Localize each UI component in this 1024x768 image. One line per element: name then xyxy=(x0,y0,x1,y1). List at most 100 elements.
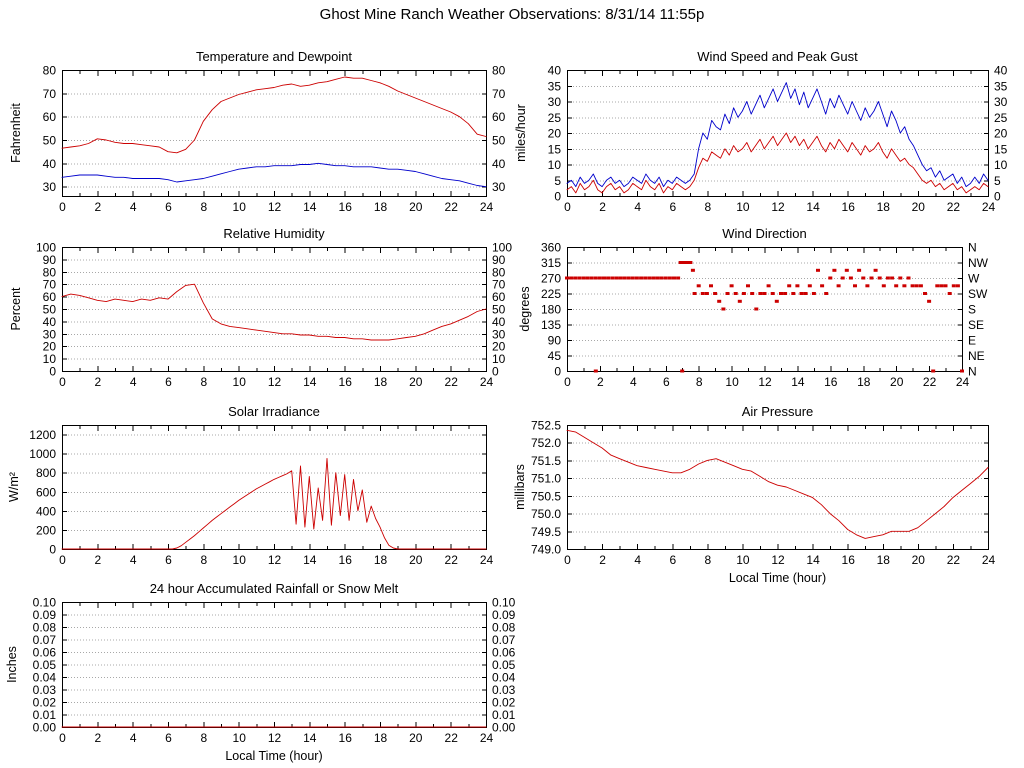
y-tick-label: 80 xyxy=(43,64,57,78)
x-tick-label: 16 xyxy=(339,200,353,214)
x-tick-label: 22 xyxy=(445,200,459,214)
y-tick-label: 0 xyxy=(49,365,56,379)
y-tick-label: 0.09 xyxy=(33,608,57,622)
x-tick-label: 0 xyxy=(59,553,66,567)
x-tick-label: 10 xyxy=(736,553,750,567)
series-air-pressure xyxy=(566,429,989,539)
y-tick-label-right: 50 xyxy=(492,134,506,148)
x-tick-label: 18 xyxy=(374,553,388,567)
y-axis-label: millibars xyxy=(513,464,527,510)
x-tick-label: 2 xyxy=(94,375,101,389)
x-tick-label: 12 xyxy=(268,553,282,567)
x-tick-label: 20 xyxy=(409,200,423,214)
x-tick-label: 4 xyxy=(630,375,637,389)
y-tick-label-right: 40 xyxy=(994,64,1008,78)
x-tick-label: 2 xyxy=(94,200,101,214)
y-tick-label: 25 xyxy=(548,111,562,125)
y-tick-label-right: W xyxy=(968,272,980,286)
x-tick-label: 12 xyxy=(268,731,282,745)
x-tick-label: 10 xyxy=(233,553,247,567)
x-tick-label: 24 xyxy=(480,553,494,567)
y-tick-label-right: 0.02 xyxy=(492,696,516,710)
x-tick-label: 12 xyxy=(771,200,785,214)
y-tick-label: 1000 xyxy=(29,447,56,461)
series-dewpoint xyxy=(61,162,487,188)
y-axis-label: degrees xyxy=(518,286,532,331)
x-tick-label: 0 xyxy=(564,375,571,389)
x-tick-label: 24 xyxy=(480,375,494,389)
y-tick-label-right: 0.10 xyxy=(492,596,516,610)
y-tick-label: 50 xyxy=(43,134,57,148)
x-tick-label: 24 xyxy=(480,200,494,214)
chart-title: Solar Irradiance xyxy=(228,404,320,419)
series-solar-irradiance xyxy=(61,457,487,550)
chart-title: 24 hour Accumulated Rainfall or Snow Mel… xyxy=(150,581,399,596)
x-tick-label: 4 xyxy=(130,375,137,389)
y-tick-label: 0.00 xyxy=(33,721,57,735)
x-tick-label: 2 xyxy=(599,553,606,567)
x-tick-label: 16 xyxy=(339,375,353,389)
y-tick-label: 360 xyxy=(541,241,561,255)
x-tick-label: 24 xyxy=(956,375,970,389)
y-tick-label: 400 xyxy=(36,504,56,518)
x-tick-label: 10 xyxy=(736,200,750,214)
y-axis-label: miles/hour xyxy=(514,104,528,162)
y-axis-label: W/m² xyxy=(7,472,21,502)
x-tick-label: 2 xyxy=(94,731,101,745)
x-tick-label: 0 xyxy=(564,200,571,214)
y-tick-label: 45 xyxy=(548,349,562,363)
y-tick-label: 30 xyxy=(548,95,562,109)
series-temperature xyxy=(61,76,487,154)
y-tick-label: 135 xyxy=(541,318,561,332)
x-tick-label: 0 xyxy=(59,731,66,745)
x-tick-label: 14 xyxy=(303,375,317,389)
plot-frame xyxy=(567,70,989,197)
y-tick-label: 20 xyxy=(43,340,57,354)
chart-air-pressure: 0 2 4 6 8 10 12 14 16 18 20 22 24749.0749.5750.0750.… xyxy=(513,404,995,585)
y-tick-label-right: 0.06 xyxy=(492,646,516,660)
y-tick-label-right: 10 xyxy=(994,158,1008,172)
x-tick-label: 10 xyxy=(233,200,247,214)
y-tick-label: 315 xyxy=(541,256,561,270)
y-tick-label: 100 xyxy=(36,241,56,255)
y-tick-label: 0.10 xyxy=(33,596,57,610)
x-axis-label: Local Time (hour) xyxy=(225,749,322,763)
y-tick-label: 15 xyxy=(548,142,562,156)
series-relative-humidity xyxy=(61,283,487,341)
x-tick-label: 22 xyxy=(947,200,961,214)
x-tick-label: 20 xyxy=(409,375,423,389)
x-tick-label: 2 xyxy=(94,553,101,567)
x-tick-label: 16 xyxy=(339,731,353,745)
y-tick-label: 0.08 xyxy=(33,621,57,635)
x-tick-label: 12 xyxy=(758,375,772,389)
x-tick-label: 14 xyxy=(806,553,820,567)
plot-frame xyxy=(62,70,487,197)
x-tick-label: 14 xyxy=(791,375,805,389)
x-tick-label: 20 xyxy=(912,553,926,567)
y-tick-label-right: NW xyxy=(968,256,989,270)
y-tick-label-right: 20 xyxy=(492,340,506,354)
y-tick-label: 752.0 xyxy=(531,436,561,450)
y-tick-label: 751.5 xyxy=(531,454,561,468)
x-tick-label: 0 xyxy=(59,375,66,389)
y-tick-label-right: E xyxy=(968,334,976,348)
y-tick-label: 70 xyxy=(43,87,57,101)
x-tick-label: 10 xyxy=(233,731,247,745)
y-tick-label: 70 xyxy=(43,278,57,292)
y-tick-label: 30 xyxy=(43,180,57,194)
y-tick-label: 225 xyxy=(541,287,561,301)
y-tick-label-right: N xyxy=(968,365,977,379)
x-tick-label: 6 xyxy=(165,375,172,389)
y-tick-label-right: 0.08 xyxy=(492,621,516,635)
y-tick-label: 90 xyxy=(43,253,57,267)
x-tick-label: 22 xyxy=(923,375,937,389)
x-tick-label: 14 xyxy=(303,731,317,745)
y-tick-label-right: 80 xyxy=(492,64,506,78)
y-tick-label: 0 xyxy=(554,190,561,204)
x-tick-label: 12 xyxy=(771,553,785,567)
x-tick-label: 18 xyxy=(857,375,871,389)
y-tick-label-right: 50 xyxy=(492,303,506,317)
x-tick-label: 14 xyxy=(303,200,317,214)
y-tick-label: 800 xyxy=(36,466,56,480)
series-peak-gust xyxy=(566,82,989,188)
